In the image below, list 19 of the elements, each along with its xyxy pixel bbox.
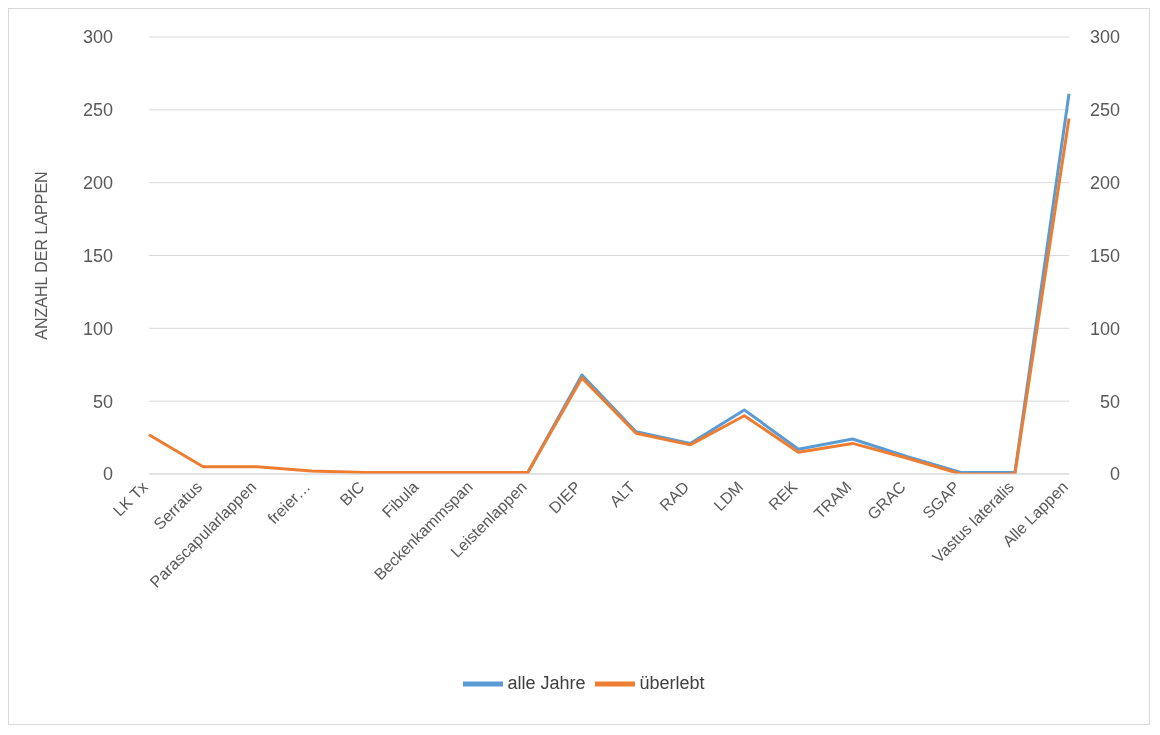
y2-tick-label: 150 — [1089, 245, 1120, 266]
x-tick-label: BIC — [336, 478, 368, 509]
y-tick-label: 50 — [92, 391, 113, 412]
line-series — [147, 117, 1071, 474]
y2-tick-label: 0 — [1109, 464, 1120, 485]
y-tick-label: 300 — [82, 27, 113, 48]
legend-label: alle Jahre — [507, 672, 586, 693]
y-tick-label: 200 — [82, 173, 113, 194]
y2-tick-label: 200 — [1089, 173, 1120, 194]
y-axis-title: ANZAHL DER LAPPEN — [32, 171, 50, 340]
y-tick-label: 0 — [102, 464, 113, 485]
y-tick-label: 100 — [82, 318, 113, 339]
y2-tick-label: 50 — [1099, 391, 1120, 412]
legend-label: überlebt — [639, 672, 705, 693]
y2-tick-label: 250 — [1089, 100, 1120, 121]
y-tick-label: 250 — [82, 100, 113, 121]
y2-tick-label: 100 — [1089, 318, 1120, 339]
y-tick-label: 150 — [82, 245, 113, 266]
y2-tick-label: 300 — [1089, 27, 1120, 48]
